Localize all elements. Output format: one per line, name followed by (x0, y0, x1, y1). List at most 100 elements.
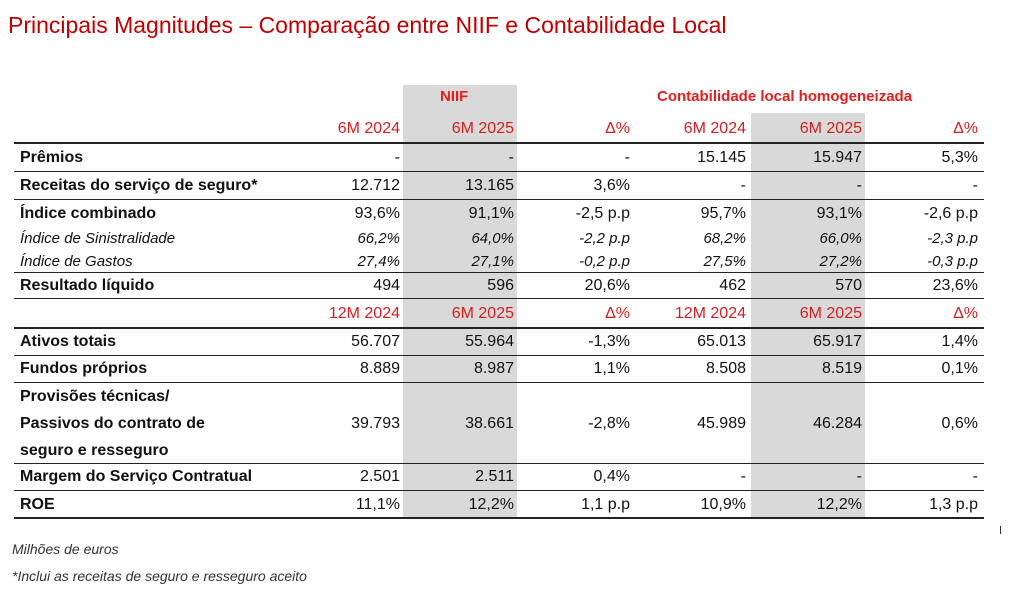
cell: 27,4% (357, 253, 400, 270)
divider (14, 355, 984, 356)
cell: 27,1% (471, 253, 514, 270)
divider (14, 142, 984, 144)
header-cell: 6M 2025 (451, 120, 514, 137)
row-label: Fundos próprios (20, 360, 148, 377)
row-label: Resultado líquido (20, 277, 155, 294)
header-cell: 6M 2024 (337, 120, 400, 137)
cell: 27,2% (819, 253, 862, 270)
row-label: Receitas do serviço de seguro* (20, 177, 258, 194)
divider (14, 298, 984, 299)
cell: 65.013 (697, 333, 746, 350)
divider (14, 382, 984, 383)
cell: 8.508 (705, 360, 746, 377)
cell: 93,1% (816, 205, 862, 222)
row-label: Passivos do contrato de (20, 415, 205, 432)
cell: - (394, 149, 400, 166)
cell: -2,5 p.p (575, 205, 630, 222)
row-label: seguro e resseguro (20, 442, 169, 459)
divider (14, 327, 984, 329)
cell: 55.964 (465, 333, 514, 350)
cell: 38.661 (465, 415, 514, 432)
cell: - (740, 468, 746, 485)
divider (14, 463, 984, 464)
header-cell: 6M 2025 (799, 120, 862, 137)
cell: 570 (835, 277, 862, 294)
cell: -0,2 p.p (579, 253, 630, 270)
cell: 2.501 (359, 468, 400, 485)
cell: 12.712 (351, 177, 400, 194)
page-title: Principais Magnitudes – Comparação entre… (8, 12, 727, 38)
cell: 66,2% (357, 230, 400, 247)
cell: 0,6% (941, 415, 978, 432)
cell: - (972, 468, 978, 485)
row-label: Provisões técnicas/ (20, 388, 170, 405)
cell: 1,3 p.p (929, 496, 978, 513)
cell: 3,6% (593, 177, 630, 194)
row-label: Índice de Gastos (20, 253, 133, 270)
header-cell: Δ% (605, 305, 630, 322)
row-label: ROE (20, 496, 55, 513)
cell: 15.145 (697, 149, 746, 166)
cell: 5,3% (941, 149, 978, 166)
row-label: Prêmios (20, 149, 84, 166)
divider (14, 272, 984, 273)
cell: 45.989 (697, 415, 746, 432)
cell: 13.165 (465, 177, 514, 194)
cell: 11,1% (355, 496, 400, 513)
cell: 39.793 (351, 415, 400, 432)
niif-6m2025-column-shade (403, 85, 517, 517)
cell: 65.917 (813, 333, 862, 350)
cell: 10,9% (700, 496, 746, 513)
cell: 1,1% (593, 360, 630, 377)
divider (14, 517, 984, 519)
cell: - (508, 149, 514, 166)
cell: 46.284 (813, 415, 862, 432)
cell: 68,2% (703, 230, 746, 247)
cell: 15.947 (813, 149, 862, 166)
cell: - (624, 149, 630, 166)
cell: 8.519 (821, 360, 862, 377)
header-cell: Δ% (605, 120, 630, 137)
divider (14, 490, 984, 491)
cell: - (972, 177, 978, 194)
cell: -2,8% (588, 415, 630, 432)
divider (14, 171, 984, 172)
cell: 91,1% (468, 205, 514, 222)
cell: 596 (487, 277, 514, 294)
header-cell: 12M 2024 (674, 305, 746, 322)
cell: 95,7% (700, 205, 746, 222)
divider (14, 199, 984, 200)
cell: -2,2 p.p (579, 230, 630, 247)
cell: -0,3 p.p (927, 253, 978, 270)
cell: 8.987 (473, 360, 514, 377)
cell: 20,6% (584, 277, 630, 294)
group-header-niif: NIIF (440, 88, 469, 105)
cell: 27,5% (703, 253, 746, 270)
cell: 8.889 (359, 360, 400, 377)
cell: - (856, 468, 862, 485)
row-label: Ativos totais (20, 333, 117, 350)
row-label: Índice de Sinistralidade (20, 230, 176, 247)
group-header-local: Contabilidade local homogeneizada (657, 88, 913, 105)
header-cell: 12M 2024 (328, 305, 400, 322)
footnote-revenue: *Inclui as receitas de seguro e ressegur… (12, 568, 307, 584)
cell: 0,4% (593, 468, 630, 485)
row-label: Margem do Serviço Contratual (20, 468, 253, 485)
cell: -2,3 p.p (927, 230, 978, 247)
cell: 66,0% (819, 230, 862, 247)
header-cell: 6M 2024 (683, 120, 746, 137)
cell: -1,3% (588, 333, 630, 350)
header-cell: Δ% (953, 120, 978, 137)
cell: 12,2% (468, 496, 514, 513)
cell: 93,6% (354, 205, 400, 222)
cell: 2.511 (475, 468, 514, 485)
cell: 1,4% (941, 333, 978, 350)
tick-mark (1000, 526, 1001, 534)
cell: 56.707 (351, 333, 400, 350)
cell: 64,0% (471, 230, 514, 247)
cell: - (856, 177, 862, 194)
cell: - (740, 177, 746, 194)
header-cell: 6M 2025 (451, 305, 514, 322)
footnote-units: Milhões de euros (12, 541, 119, 557)
cell: 23,6% (932, 277, 978, 294)
